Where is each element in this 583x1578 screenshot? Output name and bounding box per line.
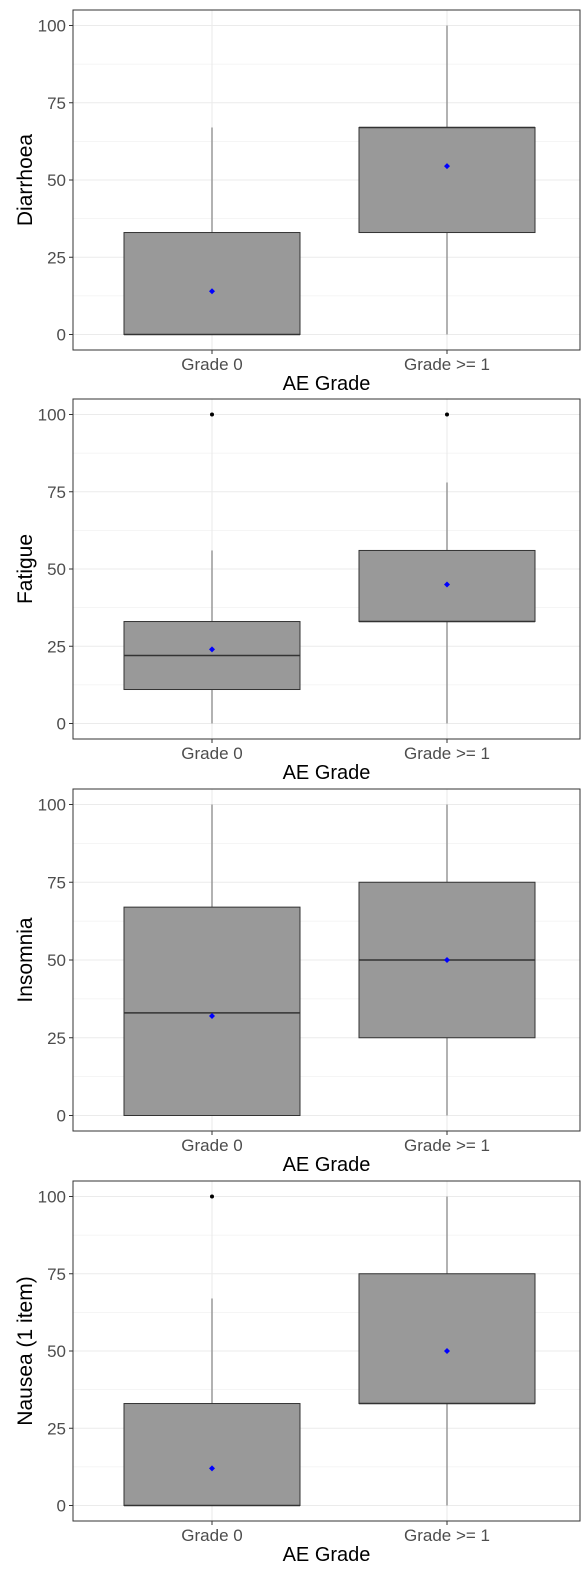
box-2 [358,126,536,234]
y-tick-label: 25 [47,1419,66,1438]
y-tick-label: 50 [47,560,66,579]
y-tick-label: 0 [57,1497,66,1516]
y-axis-title: Diarrhoea [14,134,37,227]
x-tick-label: Grade 0 [181,355,242,374]
outlier-point [210,1194,214,1199]
x-axis-title: AE Grade [283,373,371,395]
x-tick-label: Grade >= 1 [404,744,490,763]
y-tick-label: 0 [57,1107,66,1126]
x-axis-title: AE Grade [283,762,371,784]
y-tick-label: 0 [57,326,66,345]
y-tick-label: 75 [47,1265,66,1284]
mean-marker [209,288,215,295]
y-tick-label: 100 [38,17,66,36]
outlier-point [210,412,214,417]
mean-marker [444,1348,450,1354]
y-tick-label: 100 [38,796,66,815]
y-tick-label: 50 [47,171,66,190]
box-2 [358,1273,536,1405]
y-tick-label: 75 [47,873,66,892]
mean-marker [444,957,450,963]
x-tick-label: Grade 0 [181,1136,242,1155]
y-axis-title: Nausea (1 item) [14,1276,37,1425]
x-axis-title: AE Grade [283,1544,371,1566]
x-tick-label: Grade 0 [181,1526,242,1545]
x-tick-label: Grade >= 1 [404,1136,490,1155]
chart-panel-1: 0 25 50 75 100 Grade 0 Grade >= 1 AE Grade Diarr… [14,9,581,395]
y-tick-label: 75 [47,94,66,113]
x-axis-title: AE Grade [283,1154,371,1176]
box-1 [123,906,301,1116]
y-tick-label: 25 [47,248,66,267]
y-tick-label: 100 [38,1188,66,1207]
mean-marker [444,581,450,588]
mean-marker [209,1012,215,1019]
box-1 [123,232,301,335]
y-tick-label: 0 [57,715,66,734]
y-axis-title: Insomnia [14,917,37,1003]
outlier-point [445,412,449,417]
mean-marker [209,646,215,653]
y-tick-label: 25 [47,1029,66,1048]
y-tick-label: 50 [47,1342,66,1361]
mean-marker [209,1465,215,1472]
chart-panel-2: 0 25 50 75 100 Grade 0 Grade >= 1 AE Grade Fatig… [14,398,581,784]
y-tick-label: 100 [38,406,66,425]
x-tick-label: Grade 0 [181,744,242,763]
x-tick-label: Grade >= 1 [404,1526,490,1545]
y-tick-label: 50 [47,951,66,970]
chart-panel-4: 0 25 50 75 100 Grade 0 Grade >= 1 AE Grade Nause… [14,1180,581,1566]
y-tick-label: 25 [47,637,66,656]
chart-panel-3: 0 25 50 75 100 Grade 0 Grade >= 1 AE Grade Insom… [14,788,581,1176]
box-1 [123,1403,301,1507]
mean-marker [444,163,450,170]
y-tick-label: 75 [47,483,66,502]
y-axis-title: Fatigue [14,534,37,604]
x-tick-label: Grade >= 1 [404,355,490,374]
